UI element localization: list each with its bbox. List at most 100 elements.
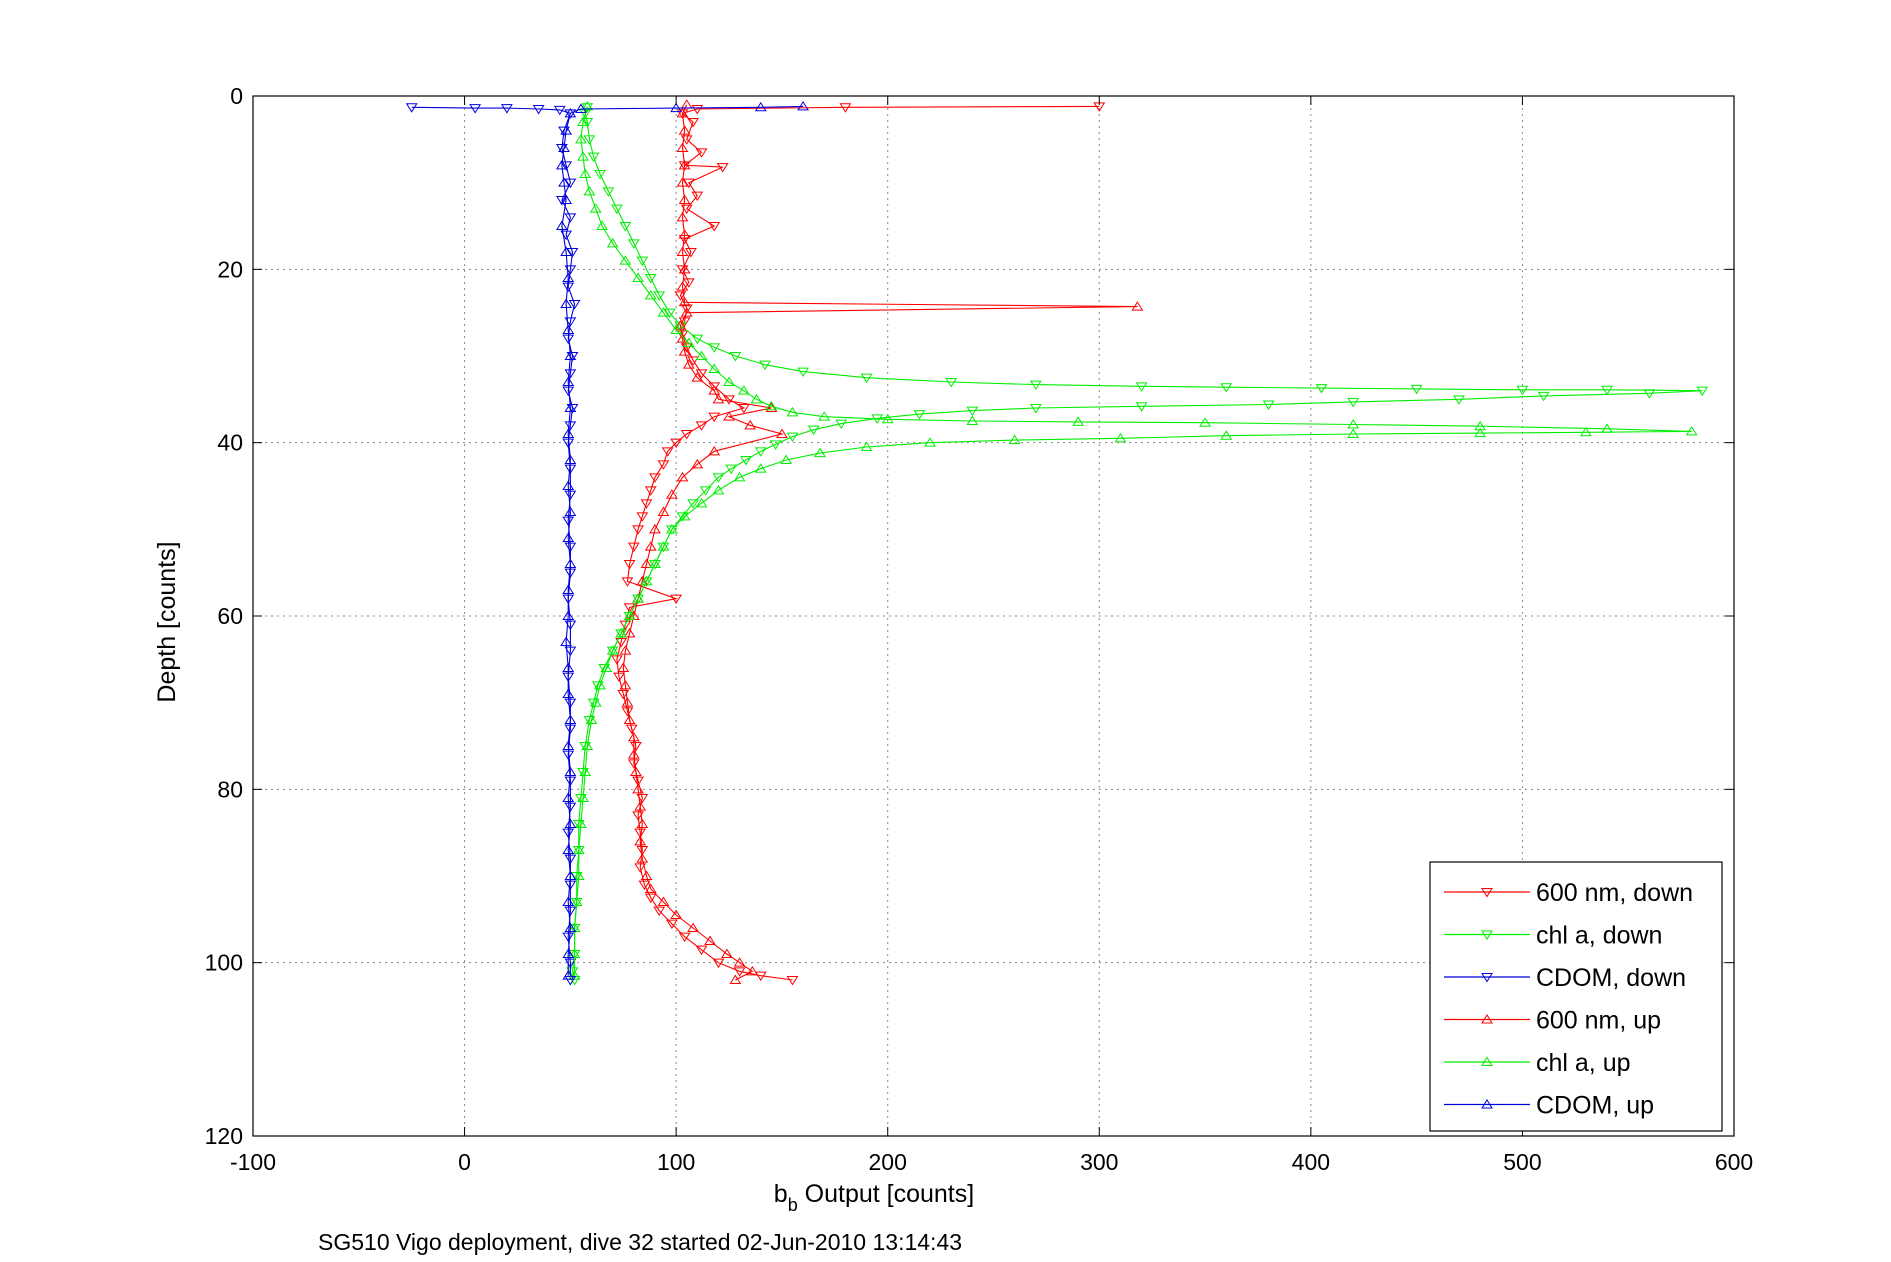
data-point (966, 415, 979, 425)
data-point (663, 308, 676, 319)
data-point (678, 510, 691, 521)
data-point (564, 818, 577, 828)
data-point (632, 593, 644, 603)
data-point (1347, 419, 1360, 429)
data-point (640, 558, 653, 568)
data-point (611, 204, 623, 215)
data-point (594, 170, 606, 180)
data-point (1516, 385, 1529, 396)
data-point (564, 421, 577, 431)
data-point (657, 896, 670, 906)
data-point (712, 958, 725, 969)
data-point (712, 484, 725, 495)
data-point (649, 523, 661, 534)
data-point (623, 603, 636, 613)
data-point (1262, 400, 1275, 410)
data-point (606, 645, 619, 655)
data-point (682, 337, 695, 347)
data-point (562, 662, 575, 672)
data-point (729, 974, 742, 984)
data-point (553, 105, 566, 116)
x-tick-label: -100 (230, 1149, 276, 1175)
data-point (617, 690, 630, 700)
data-point (680, 204, 693, 215)
data-point (500, 104, 513, 114)
data-point (678, 296, 691, 307)
data-point (704, 935, 716, 945)
data-point (619, 255, 632, 265)
data-point (666, 525, 678, 535)
ticks: -100 0 100 200 300 400 500 600 0 20 40 60 80 100 120 (205, 83, 1754, 1175)
legend-label: chl a, up (1536, 1049, 1631, 1077)
data-point (587, 152, 600, 163)
data-point (570, 896, 583, 906)
data-point (572, 870, 585, 880)
data-point (640, 575, 653, 586)
data-point (555, 196, 568, 206)
data-point (780, 454, 793, 464)
data-point (1315, 384, 1328, 394)
data-point (564, 714, 577, 724)
data-point (1696, 386, 1709, 397)
data-point (560, 194, 573, 204)
data-point (562, 828, 575, 839)
legend-swatch-marker (1481, 1014, 1493, 1024)
data-point (725, 464, 738, 475)
series-600-nm-down (611, 102, 1106, 986)
data-point (754, 463, 767, 473)
data-point (721, 948, 733, 958)
data-point (564, 922, 577, 932)
data-point (676, 512, 689, 522)
data-point (564, 802, 577, 813)
data-point (835, 419, 848, 430)
data-point (786, 976, 799, 986)
data-point (581, 740, 594, 750)
data-point (670, 909, 683, 919)
data-point (691, 105, 704, 115)
data-point (405, 103, 418, 113)
data-point (881, 413, 894, 424)
data-point (644, 289, 657, 300)
data-point (687, 922, 699, 932)
data-point (966, 406, 979, 417)
data-point (661, 447, 674, 457)
data-point (678, 159, 691, 170)
data-point (1601, 423, 1613, 433)
data-point (564, 976, 577, 986)
data-point (581, 118, 594, 128)
legend-item: chl a, down (1444, 922, 1662, 950)
data-point (575, 818, 587, 828)
data-point (558, 177, 570, 187)
data-point (602, 187, 615, 197)
data-point (676, 211, 689, 222)
data-point (1114, 432, 1127, 443)
y-tick-label: 20 (217, 256, 243, 282)
data-point (568, 970, 581, 980)
data-point (568, 300, 581, 310)
data-point (630, 766, 642, 776)
data-point (589, 697, 602, 707)
data-point (695, 421, 708, 431)
y-tick-label: 0 (230, 83, 243, 109)
data-point (733, 957, 746, 967)
data-point (564, 766, 577, 776)
data-point (924, 437, 936, 447)
data-point (733, 471, 746, 482)
data-point (945, 378, 958, 388)
data-point (636, 512, 649, 522)
data-point (634, 863, 647, 873)
data-point (740, 456, 752, 466)
data-point (619, 620, 632, 631)
data-point (708, 343, 721, 353)
data-point (562, 324, 575, 334)
data-point (708, 412, 721, 423)
data-point (579, 168, 592, 178)
data-point (627, 759, 640, 769)
data-point (807, 425, 820, 436)
data-point (776, 428, 788, 438)
data-point (564, 369, 577, 379)
data-point (562, 844, 575, 854)
y-tick-label: 40 (217, 430, 243, 456)
data-point (562, 970, 575, 980)
data-point (786, 406, 799, 417)
